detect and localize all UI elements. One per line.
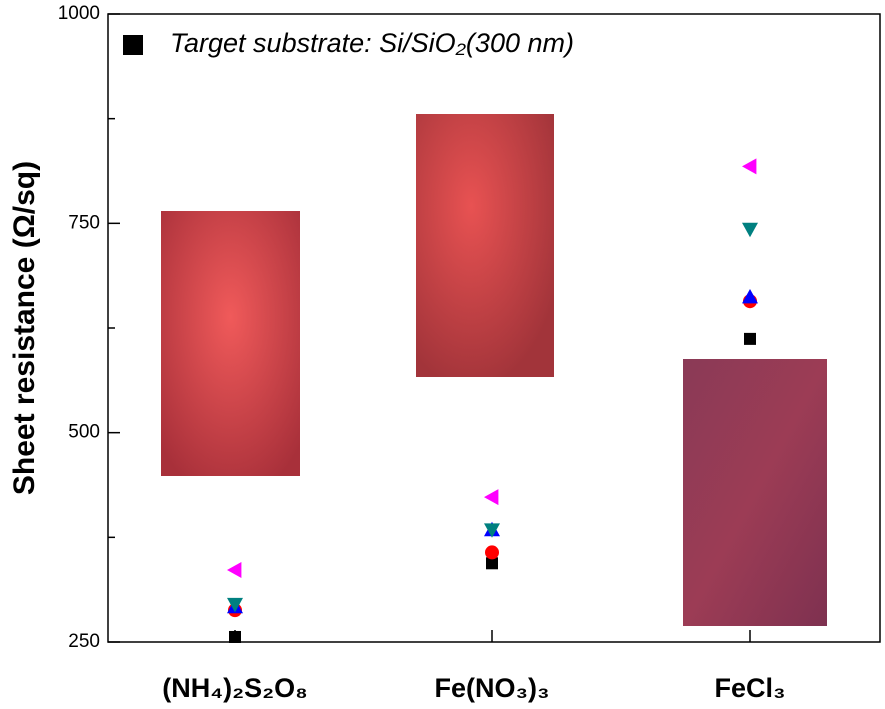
point [227,561,242,578]
sample-photo [416,114,554,377]
y-tick-label: 750 [68,212,100,233]
x-tick-label: (NH₄)₂S₂O₈ [162,673,308,703]
point [484,489,499,506]
sample-photo [161,211,300,476]
point [744,332,756,345]
sample-photo [683,359,827,626]
point [485,545,499,560]
y-axis-label: Sheet resistance (Ω/sq) [8,161,41,495]
point [742,289,758,304]
x-tick-label: Fe(NO₃)₃ [435,673,550,703]
point [486,557,498,570]
legend-marker [123,35,143,55]
point [742,158,757,175]
y-tick-label: 500 [68,422,100,443]
legend-label: Target substrate: Si/SiO₂(300 nm) [170,28,574,58]
point [227,597,243,613]
point [229,630,241,643]
point [742,222,758,238]
point [484,523,500,538]
x-tick-label: FeCl₃ [715,673,786,703]
y-tick-label: 250 [68,631,100,652]
y-tick-label: 1000 [58,3,100,24]
